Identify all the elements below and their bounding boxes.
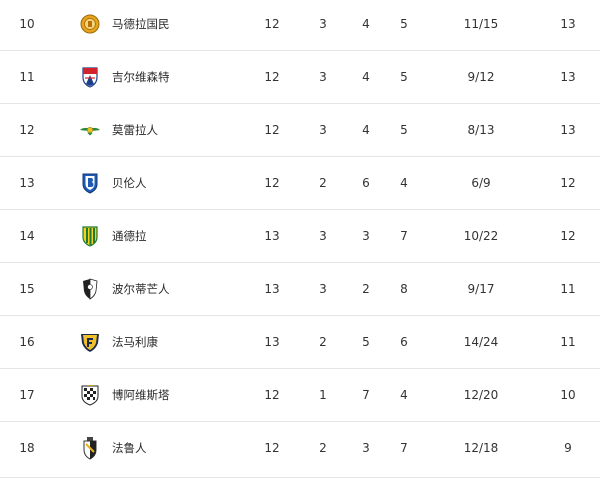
team-name[interactable]: 贝伦人 xyxy=(112,176,147,190)
table-row[interactable]: 16 法马利康 13 2 5 6 14/24 11 xyxy=(0,316,600,369)
team-name[interactable]: 博阿维斯塔 xyxy=(112,388,170,402)
table-row[interactable]: 12 莫雷拉人 12 3 4 5 8/13 13 xyxy=(0,104,600,157)
points-cell: 13 xyxy=(560,70,576,84)
goals-cell: 8/13 xyxy=(467,123,495,137)
table-row[interactable]: 14 通德拉 13 3 3 7 10/22 12 xyxy=(0,210,600,263)
points-cell: 9 xyxy=(564,441,572,455)
loss-cell: 4 xyxy=(400,388,408,402)
draw-cell: 4 xyxy=(362,17,370,31)
table-row[interactable]: 17 博阿维斯塔 12 1 7 4 12/20 10 xyxy=(0,369,600,422)
gil-vicente-crest-icon xyxy=(79,51,101,103)
win-cell: 3 xyxy=(319,17,327,31)
table-row[interactable]: 11 吉尔维森特 12 3 4 5 9/12 13 xyxy=(0,51,600,104)
rank-cell: 12 xyxy=(19,123,35,137)
loss-cell: 8 xyxy=(400,282,408,296)
win-cell: 3 xyxy=(319,123,327,137)
famalicao-crest-icon xyxy=(79,316,101,368)
played-cell: 12 xyxy=(264,123,280,137)
table-row[interactable]: 13 贝伦人 12 2 6 4 6/9 12 xyxy=(0,157,600,210)
played-cell: 12 xyxy=(264,70,280,84)
rank-cell: 18 xyxy=(19,441,35,455)
team-name[interactable]: 通德拉 xyxy=(112,229,147,243)
rank-cell: 14 xyxy=(19,229,35,243)
farense-crest-icon xyxy=(79,422,101,474)
played-cell: 12 xyxy=(264,17,280,31)
team-name[interactable]: 莫雷拉人 xyxy=(112,123,158,137)
win-cell: 3 xyxy=(319,70,327,84)
played-cell: 12 xyxy=(264,388,280,402)
loss-cell: 5 xyxy=(400,17,408,31)
table-row[interactable]: 10 马德拉国民 12 3 4 5 11/15 13 xyxy=(0,0,600,51)
points-cell: 12 xyxy=(560,176,576,190)
moreirense-crest-icon xyxy=(79,104,101,156)
draw-cell: 4 xyxy=(362,123,370,137)
loss-cell: 6 xyxy=(400,335,408,349)
loss-cell: 4 xyxy=(400,176,408,190)
win-cell: 3 xyxy=(319,229,327,243)
loss-cell: 7 xyxy=(400,441,408,455)
draw-cell: 3 xyxy=(362,441,370,455)
tondela-crest-icon xyxy=(79,210,101,262)
team-name[interactable]: 波尔蒂芒人 xyxy=(112,282,170,296)
win-cell: 3 xyxy=(319,282,327,296)
loss-cell: 5 xyxy=(400,123,408,137)
points-cell: 13 xyxy=(560,123,576,137)
win-cell: 2 xyxy=(319,176,327,190)
table-row[interactable]: 18 法鲁人 12 2 3 7 12/18 9 xyxy=(0,422,600,478)
played-cell: 12 xyxy=(264,441,280,455)
goals-cell: 9/12 xyxy=(467,70,495,84)
draw-cell: 4 xyxy=(362,70,370,84)
win-cell: 2 xyxy=(319,335,327,349)
team-name[interactable]: 法鲁人 xyxy=(112,441,147,455)
table-row[interactable]: 15 波尔蒂芒人 13 3 2 8 9/17 11 xyxy=(0,263,600,316)
played-cell: 12 xyxy=(264,176,280,190)
goals-cell: 9/17 xyxy=(467,282,495,296)
draw-cell: 5 xyxy=(362,335,370,349)
win-cell: 1 xyxy=(319,388,327,402)
points-cell: 11 xyxy=(560,335,576,349)
goals-cell: 12/18 xyxy=(463,441,499,455)
portimonense-crest-icon xyxy=(79,263,101,315)
team-name[interactable]: 法马利康 xyxy=(112,335,158,349)
rank-cell: 17 xyxy=(19,388,35,402)
team-name[interactable]: 马德拉国民 xyxy=(112,17,170,31)
goals-cell: 11/15 xyxy=(463,17,499,31)
rank-cell: 10 xyxy=(19,17,35,31)
goals-cell: 12/20 xyxy=(463,388,499,402)
belenenses-crest-icon xyxy=(79,157,101,209)
draw-cell: 6 xyxy=(362,176,370,190)
rank-cell: 15 xyxy=(19,282,35,296)
played-cell: 13 xyxy=(264,229,280,243)
rank-cell: 11 xyxy=(19,70,35,84)
team-name[interactable]: 吉尔维森特 xyxy=(112,70,170,84)
points-cell: 13 xyxy=(560,17,576,31)
points-cell: 10 xyxy=(560,388,576,402)
loss-cell: 7 xyxy=(400,229,408,243)
nacional-crest-icon xyxy=(79,0,101,50)
goals-cell: 14/24 xyxy=(463,335,499,349)
played-cell: 13 xyxy=(264,335,280,349)
played-cell: 13 xyxy=(264,282,280,296)
goals-cell: 6/9 xyxy=(471,176,491,190)
loss-cell: 5 xyxy=(400,70,408,84)
boavista-crest-icon xyxy=(79,369,101,421)
rank-cell: 13 xyxy=(19,176,35,190)
draw-cell: 3 xyxy=(362,229,370,243)
points-cell: 12 xyxy=(560,229,576,243)
goals-cell: 10/22 xyxy=(463,229,499,243)
draw-cell: 2 xyxy=(362,282,370,296)
draw-cell: 7 xyxy=(362,388,370,402)
rank-cell: 16 xyxy=(19,335,35,349)
win-cell: 2 xyxy=(319,441,327,455)
points-cell: 11 xyxy=(560,282,576,296)
